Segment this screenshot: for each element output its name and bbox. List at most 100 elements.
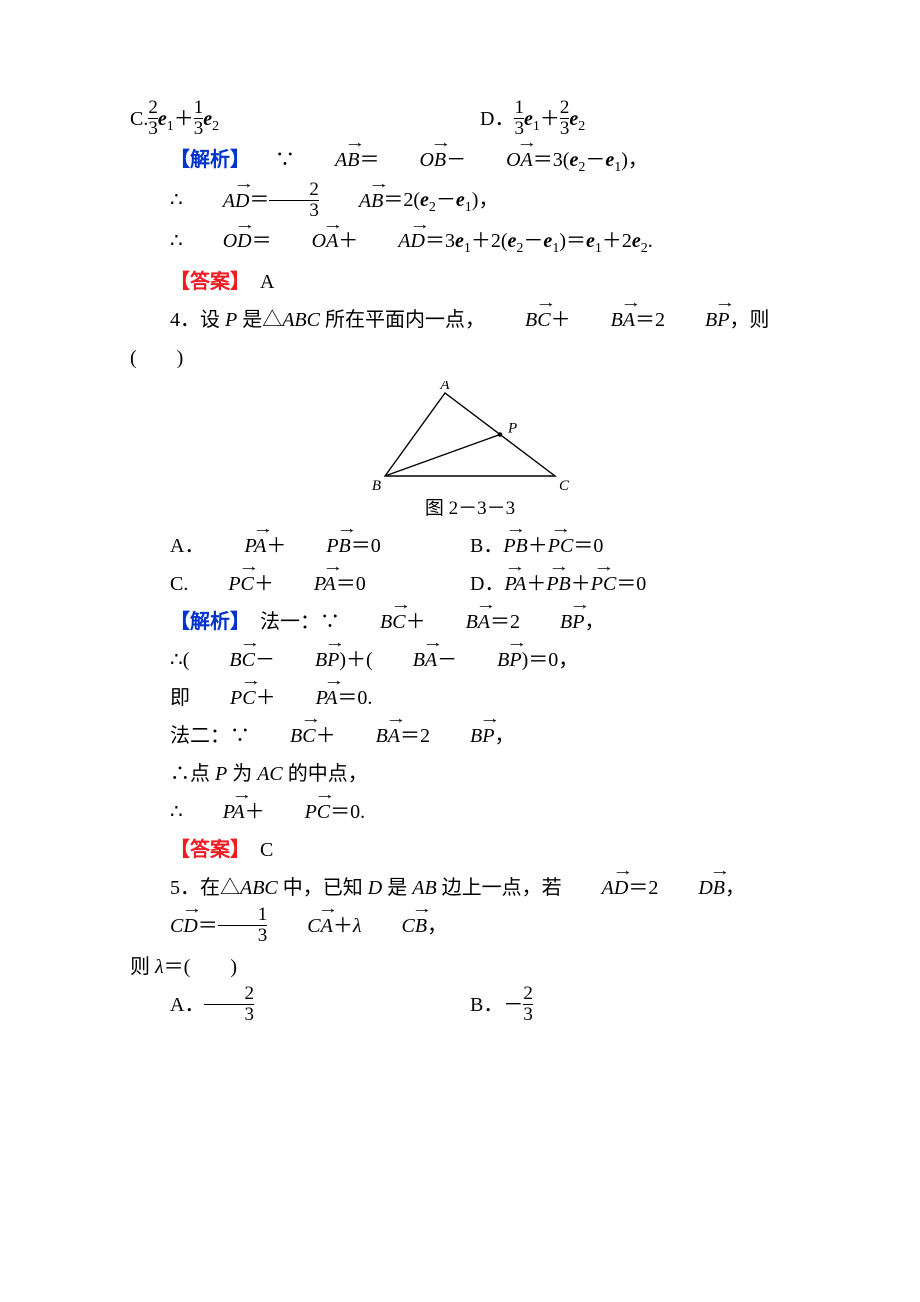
vector-e: e — [455, 230, 464, 252]
answer-label: 【答案】 — [170, 839, 240, 861]
text: ＝3( — [533, 149, 570, 171]
plus: ＋ — [540, 108, 560, 130]
vector-oa: OA — [466, 141, 533, 179]
q5-option-b: B．－23 — [470, 986, 810, 1027]
option-label: A． — [170, 994, 204, 1016]
answer-value: A — [240, 271, 274, 293]
vector-e: e — [203, 108, 212, 130]
text — [255, 149, 275, 171]
q5-option-a: A．23 — [130, 986, 470, 1027]
vector-bp: BP — [520, 603, 584, 641]
vector-bc: BC — [250, 717, 316, 755]
vector-pa: PA — [274, 565, 336, 603]
vector-bp: BP — [665, 301, 729, 339]
subscript: 1 — [464, 241, 471, 256]
text: ＝0 — [616, 573, 646, 595]
vector-e: e — [569, 149, 578, 171]
minus: － — [585, 149, 605, 171]
text: ＝( ) — [164, 956, 237, 978]
text: 边上一点，若 — [437, 877, 562, 899]
vector-cd: CD — [130, 907, 198, 945]
vector-ad: AD — [358, 222, 425, 260]
fraction: 23 — [560, 98, 570, 139]
vector-e: e — [586, 230, 595, 252]
text: )＝ — [559, 230, 586, 252]
subscript: 1 — [167, 119, 174, 134]
svg-text:A: A — [439, 381, 450, 393]
fraction: 13 — [218, 905, 268, 946]
q3-solution-line3: ∴OD＝OA＋AD＝3e1＋2(e2－e1)＝e1＋2e2. — [130, 222, 810, 263]
text: 所在平面内一点， — [320, 309, 485, 331]
vector-bp: BP — [430, 717, 494, 755]
vector-db: DB — [658, 869, 725, 907]
minus: － — [523, 230, 543, 252]
svg-text:B: B — [372, 478, 381, 491]
option-label: C. — [130, 108, 148, 130]
vector-e: e — [456, 190, 465, 212]
triangle-diagram: A B C P — [355, 381, 585, 491]
text: )， — [621, 149, 648, 171]
fraction: 13 — [194, 98, 204, 139]
vector-e: e — [420, 190, 429, 212]
vector-ca: CA — [267, 907, 333, 945]
text: )＝0， — [522, 649, 579, 671]
vector-pc: PC — [265, 793, 331, 831]
vector-bp: BP — [457, 641, 521, 679]
fraction: 23 — [204, 984, 254, 1025]
subscript: 2 — [212, 119, 219, 134]
q5-options-ab: A．23 B．－23 — [130, 986, 810, 1027]
text: ＋2 — [602, 230, 632, 252]
text: 4．设 — [170, 309, 225, 331]
vector-pc: PC — [188, 565, 254, 603]
subscript: 1 — [595, 241, 602, 256]
var-p: P — [225, 309, 237, 331]
q5-stem-line2: 则 λ＝( ) — [130, 948, 810, 986]
vector-e: e — [158, 108, 167, 130]
page: C.23e1＋13e2 D．13e1＋23e2 【解析】 ∵AB＝OB－OA＝3… — [0, 0, 920, 1302]
q4-figure: A B C P 图 2－3－3 — [130, 381, 810, 527]
svg-text:C: C — [559, 478, 570, 491]
q5-stem-line1: 5．在△ABC 中，已知 D 是 AB 边上一点，若AD＝2DB，CD＝13CA… — [130, 869, 810, 948]
vector-ad: AD — [562, 869, 629, 907]
vector-e: e — [605, 149, 614, 171]
vector-bc: BC — [485, 301, 551, 339]
vector-e: e — [569, 108, 578, 130]
q4-solution-m2-l3: ∴PA＋PC＝0. — [130, 793, 810, 831]
subscript: 2 — [641, 241, 648, 256]
option-label: D． — [480, 108, 514, 130]
vector-pa: PA — [183, 793, 245, 831]
minus: － — [436, 190, 456, 212]
subscript: 1 — [465, 201, 472, 216]
option-label: B． — [470, 535, 503, 557]
option-label: B．－ — [470, 994, 523, 1016]
text: . — [648, 230, 653, 252]
fraction: 23 — [523, 984, 533, 1025]
answer-value: C — [240, 839, 273, 861]
var-lambda: λ — [155, 956, 164, 978]
figure-caption: 图 2－3－3 — [425, 491, 515, 527]
plus: ＋ — [528, 535, 548, 557]
q4-solution-m2-l1: 法二：∵BC＋BA＝2BP， — [130, 717, 810, 755]
plus: ＋ — [174, 108, 194, 130]
vector-ba: BA — [373, 641, 437, 679]
vector-e: e — [524, 108, 533, 130]
vector-ba: BA — [336, 717, 400, 755]
var-abc: ABC — [282, 309, 320, 331]
text: ＋2( — [471, 230, 508, 252]
svg-text:P: P — [507, 420, 517, 436]
vector-ba: BA — [571, 301, 635, 339]
subscript: 2 — [578, 119, 585, 134]
vector-e: e — [632, 230, 641, 252]
text: 是△ — [237, 309, 282, 331]
fraction: 23 — [148, 98, 158, 139]
solution-label: 【解析】 — [170, 149, 250, 171]
answer-label: 【答案】 — [170, 271, 240, 293]
text: )， — [472, 190, 499, 212]
vector-e: e — [543, 230, 552, 252]
vector-cb: CB — [362, 907, 428, 945]
vector-od: OD — [183, 222, 252, 260]
q4-stem: 4．设 P 是△ABC 所在平面内一点，BC＋BA＝2BP，则( ) — [130, 301, 810, 377]
text: 则 — [130, 956, 155, 978]
vector-oa: OA — [272, 222, 339, 260]
text: 法二：∵ — [170, 725, 250, 747]
